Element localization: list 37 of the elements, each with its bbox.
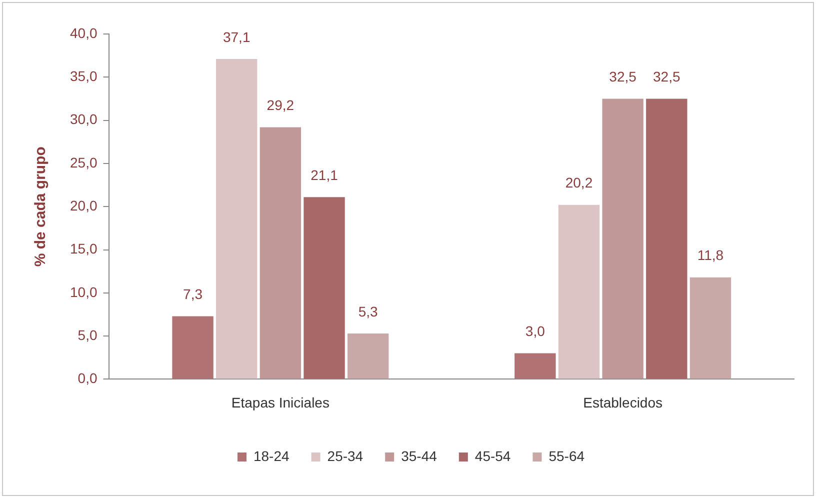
text: 20,2 <box>565 174 593 191</box>
y-tick-label: 20,0 <box>70 197 98 214</box>
bar <box>558 204 600 379</box>
bar <box>602 98 644 379</box>
y-tick-label: 15,0 <box>70 240 98 257</box>
y-tick-label: 35,0 <box>70 68 98 84</box>
bar <box>216 59 258 379</box>
y-tick-label: 10,0 <box>70 284 98 300</box>
bar <box>646 98 688 379</box>
legend-label: 45-54 <box>474 448 511 464</box>
text: 5,3 <box>358 303 378 320</box>
text: 7,3 <box>183 286 203 302</box>
y-tick-label: 25,0 <box>70 154 98 170</box>
legend-label: 18-24 <box>253 448 290 464</box>
x-tick-label: Establecidos <box>583 394 663 410</box>
legend-label: 35-44 <box>401 448 438 464</box>
bar <box>304 197 345 379</box>
legend-label: 25-34 <box>327 448 364 464</box>
y-tick-label: 30,0 <box>70 111 98 128</box>
bar <box>172 316 214 379</box>
y-tick-label: 0,0 <box>78 370 98 386</box>
text: 21,1 <box>310 166 338 183</box>
y-axis-title: % de cada grupo <box>32 146 50 267</box>
bar <box>690 277 732 379</box>
bar <box>260 127 302 379</box>
legend-label: 55-64 <box>548 448 585 464</box>
bar <box>514 353 556 379</box>
x-tick-label: Etapas Iniciales <box>231 394 330 410</box>
text: 37,1 <box>222 28 250 45</box>
text: 32,5 <box>653 68 680 85</box>
y-tick-label: 5,0 <box>78 326 98 343</box>
y-tick-label: 40,0 <box>70 24 98 41</box>
text: 29,2 <box>266 97 294 114</box>
text: 32,5 <box>609 68 636 85</box>
bar <box>347 333 389 379</box>
text: 11,8 <box>697 247 724 264</box>
text: 3,0 <box>525 323 545 340</box>
